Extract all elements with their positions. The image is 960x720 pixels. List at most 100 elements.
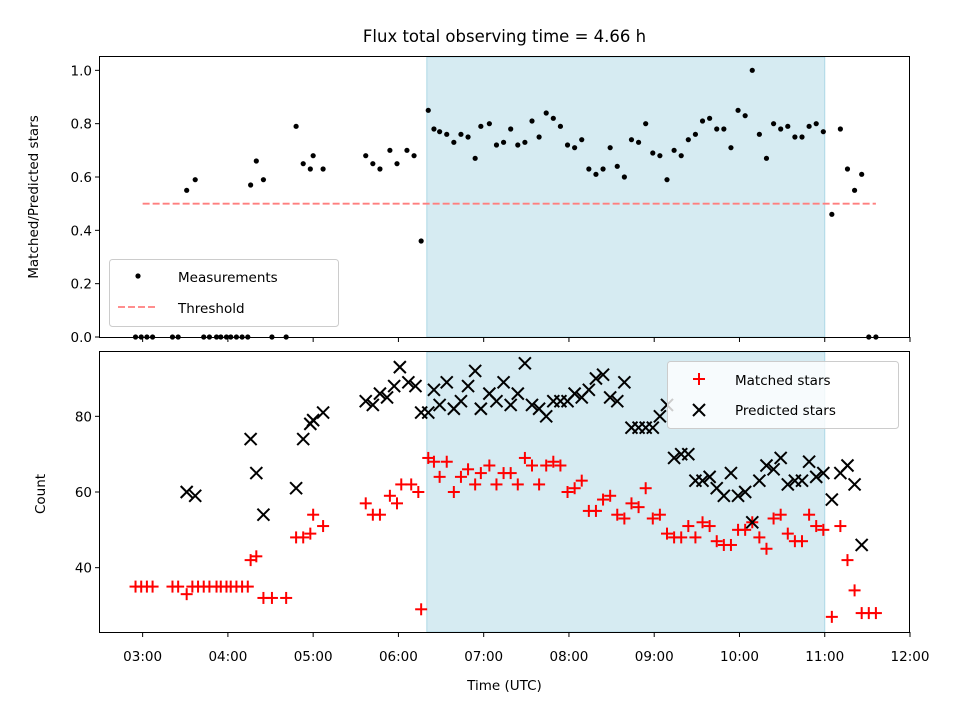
predicted-stars-point [489, 394, 504, 408]
measurement-point [515, 142, 521, 148]
measurement-point [859, 171, 865, 177]
predicted-stars-point [496, 375, 511, 389]
predicted-stars-point [249, 466, 264, 480]
predicted-stars-point [380, 390, 394, 405]
measurement-point [671, 147, 677, 153]
legend-threshold-label: Threshold [177, 301, 245, 317]
measurement-point [664, 177, 670, 183]
matched-stars-point [359, 497, 372, 510]
matched-stars-point [547, 455, 560, 468]
predicted-stars-point [840, 458, 855, 473]
matched-stars-point [504, 467, 517, 480]
measurement-point [799, 134, 805, 140]
predicted-stars-point [511, 386, 525, 401]
predicted-stars-point [421, 405, 435, 420]
measurement-point [307, 166, 313, 172]
matched-stars-point [172, 580, 185, 593]
measurement-point [192, 177, 198, 183]
measurement-point [820, 129, 826, 135]
measurement-point [806, 123, 812, 129]
matched-stars-point [554, 459, 567, 472]
chart-title: Flux total observing time = 4.66 h [363, 27, 646, 46]
measurement-point [444, 131, 450, 137]
matched-stars-point [474, 467, 487, 480]
predicted-stars-point [525, 398, 539, 412]
x-tick-label: 12:00 [891, 649, 930, 665]
matched-stars-point [304, 527, 317, 540]
measurement-point [657, 153, 663, 159]
matched-stars-point [454, 470, 467, 483]
measurement-point [572, 145, 578, 151]
predicted-stars-point [653, 409, 667, 424]
measurement-point [248, 182, 254, 188]
predicted-stars-point [393, 360, 407, 374]
predicted-stars-point [518, 356, 532, 371]
matched-stars-point [180, 588, 193, 601]
legend-matched-label: Matched stars [735, 373, 831, 389]
predicted-stars-point [366, 398, 380, 412]
bottom-y-axis-label: Count [33, 474, 49, 514]
matched-stars-point [632, 501, 645, 514]
predicted-stars-point [847, 477, 862, 492]
measurement-point [557, 123, 564, 129]
predicted-stars-point [596, 367, 610, 382]
bottom-y-tick-label: 60 [75, 485, 92, 501]
measurement-point [370, 161, 376, 167]
matched-stars-point [307, 508, 320, 521]
matched-stars-point [781, 527, 794, 540]
measurement-point [621, 174, 627, 180]
x-tick-label: 07:00 [464, 649, 503, 665]
measurement-point [742, 113, 748, 119]
top-y-tick-label: 0.2 [71, 277, 92, 293]
predicted-stars-point [724, 466, 738, 480]
matched-stars-point [568, 482, 581, 495]
predicted-stars-point [432, 398, 447, 412]
measurement-point [300, 161, 306, 167]
measurement-point [564, 142, 571, 148]
matched-stars-point [661, 527, 673, 540]
measurement-point [478, 123, 484, 129]
matched-stars-point [703, 520, 716, 533]
measurement-point [607, 145, 613, 151]
matched-stars-point [280, 591, 293, 604]
measurement-point [714, 126, 720, 132]
predicted-stars-point [717, 489, 731, 503]
predicted-stars-point [816, 466, 831, 480]
measurement-point [253, 158, 259, 164]
matched-stars-point [533, 478, 546, 491]
predicted-stars-point [243, 432, 258, 446]
bottom-y-tick-label: 40 [75, 561, 92, 577]
matched-stars-point [250, 550, 263, 563]
matched-stars-point [869, 607, 882, 620]
predicted-stars-point [702, 470, 717, 484]
matched-stars-point [146, 580, 159, 593]
predicted-stars-point [401, 375, 416, 389]
observing-window-span [426, 56, 826, 338]
predicted-stars-point [752, 473, 767, 488]
measurement-point [763, 155, 770, 161]
predicted-stars-point [802, 455, 816, 469]
measurement-point [377, 166, 383, 172]
measurement-point [493, 142, 500, 148]
top-y-tick-label: 0.8 [71, 117, 92, 133]
predicted-stars-point [809, 470, 823, 484]
matched-stars-point [383, 489, 396, 502]
matched-stars-point [841, 554, 854, 567]
measurement-point [310, 153, 316, 159]
predicted-stars-point [468, 364, 482, 378]
matched-stars-point [810, 520, 823, 533]
matched-stars-point [834, 520, 847, 533]
measurement-point [293, 123, 299, 129]
legend-measurements-marker [135, 273, 141, 279]
measurement-point [508, 126, 514, 132]
bottom-legend-box [667, 361, 899, 429]
measurement-point [394, 161, 400, 167]
x-tick-label: 04:00 [208, 649, 247, 665]
matched-stars-point [653, 508, 666, 521]
matched-stars-point [526, 459, 538, 472]
predicted-stars-point [646, 420, 660, 435]
matched-stars-point [796, 535, 808, 548]
matched-stars-point [625, 497, 638, 510]
matched-stars-point [767, 512, 780, 525]
matched-stars-point [297, 531, 310, 544]
